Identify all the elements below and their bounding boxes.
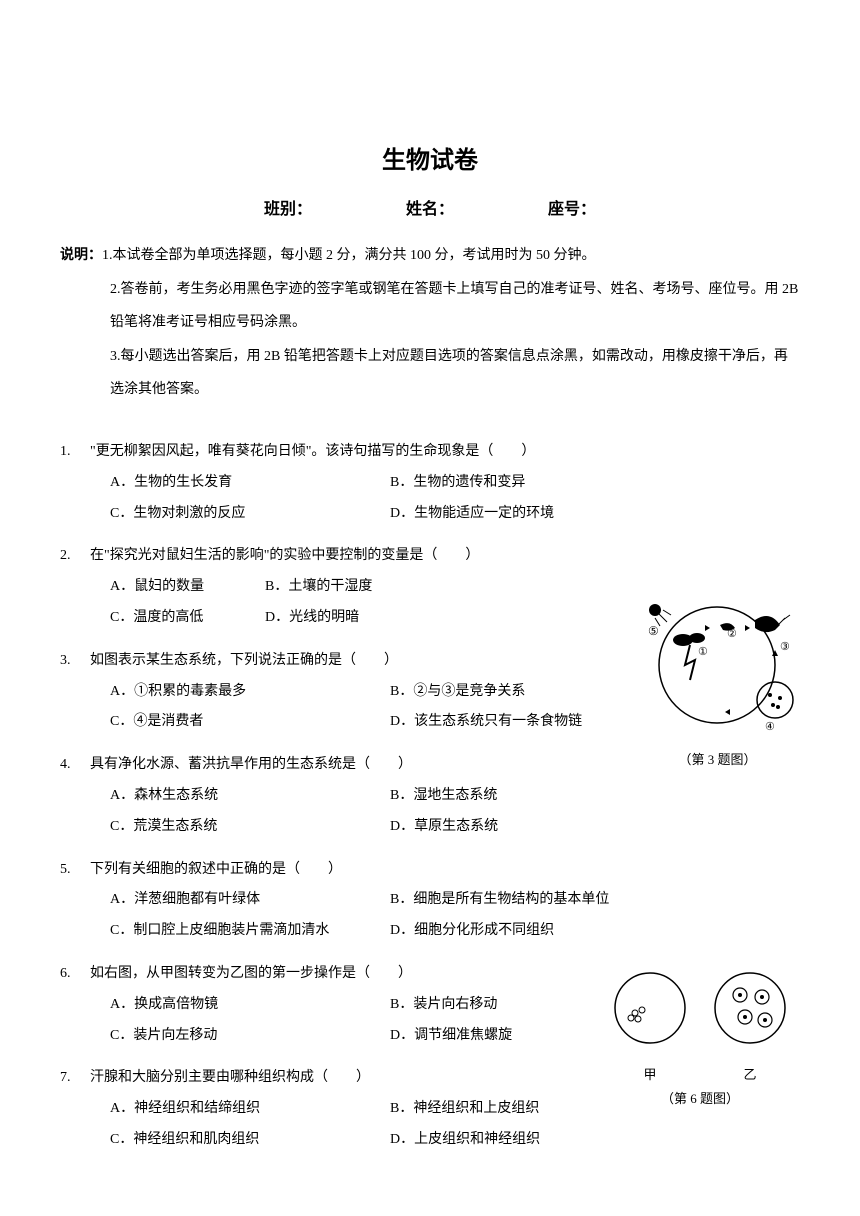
option: B．土壤的干湿度 <box>265 572 420 603</box>
option: A．换成高倍物镜 <box>110 990 390 1021</box>
ecosystem-diagram-icon: ⑤ ① ② ③ ④ <box>635 590 800 740</box>
question-number: 1. <box>60 437 90 468</box>
svg-text:③: ③ <box>780 641 790 653</box>
question: 5.下列有关细胞的叙述中正确的是（ ） A．洋葱细胞都有叶绿体B．细胞是所有生物结… <box>60 855 800 947</box>
option: D．生物能适应一定的环境 <box>390 499 670 530</box>
svg-text:④: ④ <box>765 721 775 733</box>
instructions-label: 说明： <box>60 248 102 263</box>
option: D．该生态系统只有一条食物链 <box>390 707 670 738</box>
question-number: 7. <box>60 1063 90 1094</box>
option: B．湿地生态系统 <box>390 781 670 812</box>
svg-text:⑤: ⑤ <box>648 624 659 638</box>
option: C．温度的高低 <box>110 603 265 634</box>
option: D．草原生态系统 <box>390 812 670 843</box>
question-number: 6. <box>60 959 90 990</box>
option: C．神经组织和肌肉组织 <box>110 1125 390 1156</box>
option: C．制口腔上皮细胞装片需滴加清水 <box>110 916 390 947</box>
page-title: 生物试卷 <box>60 140 800 175</box>
option: C．④是消费者 <box>110 707 390 738</box>
option: D．光线的明暗 <box>265 603 420 634</box>
figure-6-right-label: 乙 <box>743 1064 756 1083</box>
option: A．①积累的毒素最多 <box>110 677 390 708</box>
options: A．森林生态系统B．湿地生态系统C．荒漠生态系统D．草原生态系统 <box>60 781 800 843</box>
option: A．生物的生长发育 <box>110 468 390 499</box>
seat-label: 座号： <box>548 201 596 218</box>
question-stem: 如图表示某生态系统，下列说法正确的是（ ） <box>90 653 398 668</box>
figure-6-caption: （第 6 题图） <box>600 1088 800 1107</box>
instruction-item: 1.本试卷全部为单项选择题，每小题 2 分，满分共 100 分，考试用时为 50… <box>102 248 596 263</box>
question-stem: 下列有关细胞的叙述中正确的是（ ） <box>90 862 342 877</box>
question-number: 2. <box>60 541 90 572</box>
options: A．生物的生长发育B．生物的遗传和变异C．生物对刺激的反应D．生物能适应一定的环… <box>60 468 800 530</box>
option: D．上皮组织和神经组织 <box>390 1125 670 1156</box>
option: C．装片向左移动 <box>110 1021 390 1052</box>
microscope-views-icon <box>600 965 800 1060</box>
option: C．荒漠生态系统 <box>110 812 390 843</box>
question: 1."更无柳絮因风起，唯有葵花向日倾"。该诗句描写的生命现象是（ ） A．生物的生… <box>60 437 800 529</box>
option: B．生物的遗传和变异 <box>390 468 670 499</box>
figure-6-left-label: 甲 <box>643 1064 656 1083</box>
instructions: 说明：1.本试卷全部为单项选择题，每小题 2 分，满分共 100 分，考试用时为… <box>60 239 800 407</box>
option: A．鼠妇的数量 <box>110 572 265 603</box>
option: A．洋葱细胞都有叶绿体 <box>110 885 390 916</box>
instruction-item: 3.每小题选出答案后，用 2B 铅笔把答题卡上对应题目选项的答案信息点涂黑，如需… <box>60 340 800 407</box>
question-stem: 在"探究光对鼠妇生活的影响"的实验中要控制的变量是（ ） <box>90 548 479 563</box>
class-label: 班别： <box>264 201 312 218</box>
figure-3-caption: （第 3 题图） <box>635 749 800 768</box>
instruction-item: 2.答卷前，考生务必用黑色字迹的签字笔或钢笔在答题卡上填写自己的准考证号、姓名、… <box>60 273 800 340</box>
figure-3: ⑤ ① ② ③ ④ （第 3 题图） <box>635 590 800 768</box>
options: A．洋葱细胞都有叶绿体B．细胞是所有生物结构的基本单位C．制口腔上皮细胞装片需滴… <box>60 885 800 947</box>
figure-6: 甲 乙 （第 6 题图） <box>600 965 800 1107</box>
option: A．森林生态系统 <box>110 781 390 812</box>
option: B．细胞是所有生物结构的基本单位 <box>390 885 670 916</box>
question-number: 4. <box>60 750 90 781</box>
question-number: 3. <box>60 646 90 677</box>
header-fields: 班别： 姓名： 座号： <box>60 195 800 219</box>
question-stem: 具有净化水源、蓄洪抗旱作用的生态系统是（ ） <box>90 757 412 772</box>
svg-text:①: ① <box>698 646 708 658</box>
question-stem: 汗腺和大脑分别主要由哪种组织构成（ ） <box>90 1070 370 1085</box>
option: D．细胞分化形成不同组织 <box>390 916 670 947</box>
question-number: 5. <box>60 855 90 886</box>
question-stem: 如右图，从甲图转变为乙图的第一步操作是（ ） <box>90 966 412 981</box>
option: C．生物对刺激的反应 <box>110 499 390 530</box>
name-label: 姓名： <box>406 201 454 218</box>
option: A．神经组织和结缔组织 <box>110 1094 390 1125</box>
svg-text:②: ② <box>727 628 737 640</box>
option: B．②与③是竞争关系 <box>390 677 670 708</box>
question-stem: "更无柳絮因风起，唯有葵花向日倾"。该诗句描写的生命现象是（ ） <box>90 444 535 459</box>
